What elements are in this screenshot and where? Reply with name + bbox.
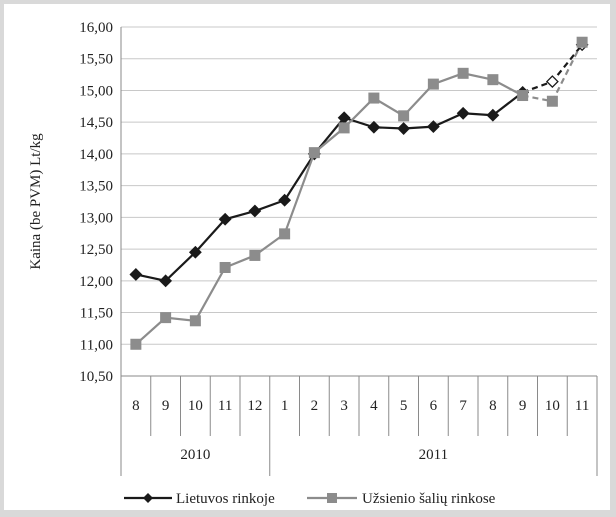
- x-tick-label: 10: [188, 398, 203, 414]
- x-tick-label: 6: [430, 398, 438, 414]
- x-tick-label: 9: [519, 398, 527, 414]
- y-tick-label: 10,50: [79, 369, 113, 385]
- y-tick-label: 14,00: [79, 147, 113, 163]
- data-point-marker: [427, 78, 439, 90]
- data-point-marker: [160, 312, 172, 324]
- series-line: [135, 91, 524, 283]
- x-tick-label: 4: [370, 398, 378, 414]
- y-tick-label: 15,00: [79, 83, 113, 99]
- data-point-marker: [249, 249, 261, 261]
- y-tick-label: 15,50: [79, 52, 113, 68]
- y-tick-label: 14,50: [79, 115, 113, 131]
- chart-frame: 10,50 11,00 11,50 12,00 12,50 13,00 13,50 14,00…: [4, 4, 610, 510]
- data-point-marker: [546, 95, 558, 107]
- year-label: 2010: [180, 447, 210, 463]
- data-point-marker: [248, 204, 262, 218]
- y-tick-label: 11,00: [80, 337, 113, 353]
- data-point-marker: [308, 147, 320, 159]
- x-tick-label: 10: [545, 398, 560, 414]
- x-tick-label: 1: [281, 398, 289, 414]
- legend-marker-diamond: [143, 493, 153, 503]
- data-point-marker: [486, 108, 500, 122]
- x-tick-label: 2: [311, 398, 319, 414]
- legend-label-uzsienio: Užsienio šalių rinkose: [362, 491, 496, 507]
- x-tick-label: 12: [247, 398, 262, 414]
- data-point-marker: [279, 228, 291, 240]
- x-tick-label: 5: [400, 398, 408, 414]
- data-point-marker: [576, 36, 588, 48]
- x-tick-label: 9: [162, 398, 170, 414]
- data-point-marker: [159, 274, 173, 288]
- data-point-marker: [218, 212, 232, 226]
- data-point-marker: [545, 75, 559, 88]
- series-line-forecast: [522, 41, 584, 103]
- x-tick-label: 3: [340, 398, 348, 414]
- data-point-marker: [397, 122, 411, 135]
- data-point-marker: [188, 245, 202, 259]
- x-tick-label: 8: [132, 398, 140, 414]
- legend-label-lietuvos: Lietuvos rinkoje: [176, 491, 275, 507]
- y-axis-ticks: 10,50 11,00 11,50 12,00 12,50 13,00 13,50 14,00…: [79, 20, 113, 385]
- x-tick-label: 11: [218, 398, 232, 414]
- y-tick-label: 12,00: [79, 274, 113, 290]
- data-point-marker: [129, 268, 143, 281]
- data-point-marker: [398, 110, 410, 122]
- x-tick-label: 7: [459, 398, 467, 414]
- data-point-marker: [278, 193, 292, 207]
- data-point-marker: [130, 338, 142, 350]
- legend-marker-square: [327, 493, 337, 503]
- data-point-marker: [368, 92, 380, 104]
- y-tick-label: 12,50: [79, 242, 113, 258]
- y-tick-label: 16,00: [79, 20, 113, 36]
- y-tick-label: 13,00: [79, 210, 113, 226]
- line-chart: 10,50 11,00 11,50 12,00 12,50 13,00 13,50 14,00…: [28, 20, 598, 507]
- y-tick-label: 11,50: [80, 306, 113, 322]
- data-point-marker: [426, 120, 440, 134]
- data-point-marker: [456, 106, 470, 120]
- y-tick-label: 13,50: [79, 179, 113, 195]
- legend: Lietuvos rinkoje Užsienio šalių rinkose: [124, 491, 496, 507]
- x-tick-label: 11: [575, 398, 589, 414]
- data-point-marker: [338, 122, 350, 134]
- data-point-marker: [367, 120, 381, 134]
- series-layer: [129, 36, 589, 350]
- y-axis-label: Kaina (be PVM) Lt/kg: [28, 133, 44, 270]
- data-point-marker: [457, 67, 469, 79]
- x-tick-label: 8: [489, 398, 497, 414]
- data-point-marker: [487, 74, 499, 86]
- data-point-marker: [219, 261, 231, 273]
- data-point-marker: [517, 90, 529, 102]
- data-point-marker: [189, 315, 201, 327]
- year-label: 2011: [419, 447, 448, 463]
